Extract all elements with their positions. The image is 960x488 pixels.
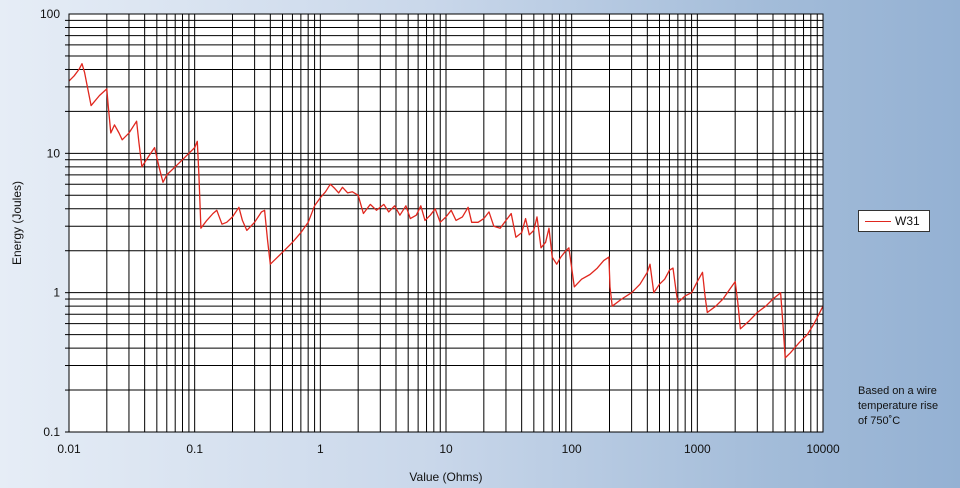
plot-border xyxy=(68,13,824,433)
x-tick-label: 10 xyxy=(439,442,453,456)
x-tick-label: 0.1 xyxy=(186,442,203,456)
x-tick-label: 100 xyxy=(562,442,582,456)
y-tick-label: 100 xyxy=(40,7,60,21)
x-tick-labels: 0.01 0.1 1 10 100 1000 10000 xyxy=(57,442,840,456)
y-tick-label: 1 xyxy=(53,286,60,300)
y-tick-label: 10 xyxy=(47,146,61,160)
legend: W31 xyxy=(858,210,930,232)
x-tick-label: 0.01 xyxy=(57,442,81,456)
series-line-w31 xyxy=(68,63,824,359)
x-tick-label: 1000 xyxy=(684,442,711,456)
x-axis-title: Value (Ohms) xyxy=(409,470,482,484)
x-tick-label: 10000 xyxy=(806,442,840,456)
series-layer xyxy=(68,63,824,359)
y-tick-label: 0.1 xyxy=(43,425,60,439)
y-axis-title: Energy (Joules) xyxy=(10,181,24,265)
footnote: Based on a wire temperature rise of 750˚… xyxy=(858,385,939,427)
grid xyxy=(65,14,823,433)
y-tick-labels: 0.1 1 10 100 xyxy=(40,7,60,439)
legend-label-w31: W31 xyxy=(895,214,920,228)
legend-swatch-w31 xyxy=(865,220,891,222)
x-tick-label: 1 xyxy=(317,442,324,456)
